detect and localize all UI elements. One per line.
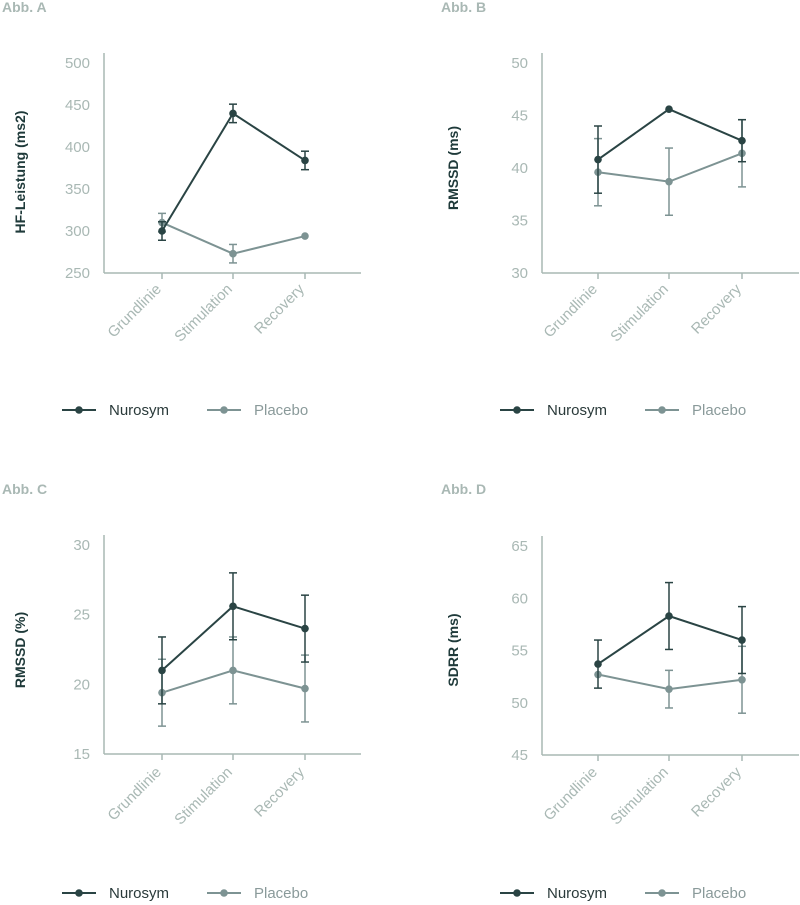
legend-label-nurosym: Nurosym	[547, 402, 607, 419]
legend: Nurosym Placebo	[62, 885, 308, 902]
y-tick-label: 30	[73, 537, 90, 554]
legend-marker-nurosym	[513, 889, 521, 897]
x-tick-label-stimulation: Stimulation	[171, 281, 235, 345]
legend-label-placebo: Placebo	[692, 885, 746, 902]
legend-label-placebo: Placebo	[692, 402, 746, 419]
x-tick-label-recovery: Recovery	[251, 280, 308, 337]
y-axis-title: RMSSD (%)	[12, 612, 28, 688]
legend: Nurosym Placebo	[62, 402, 308, 419]
panel-label: Abb. A	[2, 0, 47, 15]
legend-label-nurosym: Nurosym	[109, 402, 169, 419]
data-point-placebo	[229, 666, 237, 675]
legend-marker-nurosym	[75, 406, 83, 414]
y-tick-label: 50	[511, 55, 528, 72]
x-tick-label-recovery: Recovery	[251, 763, 308, 820]
data-point-nurosym	[594, 660, 602, 668]
y-tick-label: 350	[65, 181, 90, 198]
y-tick-label: 400	[65, 139, 90, 156]
y-tick-label: 300	[65, 223, 90, 240]
series-line-nurosym	[597, 614, 743, 665]
chart-panel-3: Abb. C 15 20 25 30 Grundlinie Stimulation Recov…	[2, 481, 361, 902]
data-point-nurosym	[158, 227, 166, 235]
data-point-nurosym	[229, 109, 237, 118]
x-tick-label-grundlinie: Grundlinie	[104, 764, 164, 824]
data-point-placebo	[301, 232, 309, 240]
y-tick-label: 60	[511, 590, 528, 607]
legend-marker-placebo	[658, 889, 666, 897]
y-tick-label: 20	[73, 676, 90, 693]
data-point-nurosym	[738, 636, 746, 644]
legend-marker-nurosym	[75, 889, 83, 897]
data-point-placebo	[665, 685, 673, 693]
y-tick-label: 35	[511, 213, 528, 230]
y-tick-label: 25	[73, 607, 90, 624]
data-point-nurosym	[301, 156, 309, 165]
x-tick-label-stimulation: Stimulation	[171, 764, 235, 828]
x-tick-label-grundlinie: Grundlinie	[104, 281, 164, 341]
legend-marker-placebo	[220, 406, 228, 414]
legend-marker-placebo	[658, 406, 666, 414]
data-point-nurosym	[665, 612, 673, 620]
legend-label-nurosym: Nurosym	[547, 885, 607, 902]
y-axis-title: HF-Leistung (ms2)	[12, 111, 28, 234]
data-point-nurosym	[594, 155, 602, 164]
series-line-placebo	[597, 152, 743, 183]
y-tick-label: 45	[511, 108, 528, 125]
y-tick-label: 65	[511, 538, 528, 555]
legend-marker-placebo	[220, 889, 228, 897]
data-point-nurosym	[738, 136, 746, 145]
data-point-placebo	[665, 177, 673, 186]
legend-label-nurosym: Nurosym	[109, 885, 169, 902]
series-line-nurosym	[597, 108, 743, 161]
data-point-nurosym	[158, 666, 166, 675]
data-point-nurosym	[229, 602, 237, 611]
panel-label: Abb. C	[2, 481, 47, 497]
y-tick-label: 55	[511, 643, 528, 660]
data-point-placebo	[301, 684, 309, 693]
chart-panel-2: Abb. B 30 35 40 45 50 Grundlinie Stimulation Rec…	[441, 0, 799, 419]
legend-label-placebo: Placebo	[254, 885, 308, 902]
y-tick-label: 50	[511, 695, 528, 712]
series-line-nurosym	[161, 111, 306, 232]
data-point-nurosym	[665, 105, 673, 113]
y-tick-label: 15	[73, 746, 90, 763]
data-point-placebo	[229, 249, 237, 258]
data-point-nurosym	[301, 624, 309, 633]
y-axis-title: RMSSD (ms)	[445, 126, 461, 210]
legend: Nurosym Placebo	[500, 402, 746, 419]
y-axis-title: SDRR (ms)	[445, 613, 461, 686]
x-tick-label-grundlinie: Grundlinie	[540, 281, 600, 341]
legend-marker-nurosym	[513, 406, 521, 414]
x-tick-label-stimulation: Stimulation	[607, 281, 671, 345]
chart-panel-1: Abb. A 250 300 350 400 450 500 Grundlinie Stimul…	[2, 0, 361, 419]
panel-label: Abb. B	[441, 0, 486, 15]
y-tick-label: 45	[511, 747, 528, 764]
y-tick-label: 30	[511, 265, 528, 282]
panel-label: Abb. D	[441, 481, 486, 497]
legend: Nurosym Placebo	[500, 885, 746, 902]
y-tick-label: 40	[511, 160, 528, 177]
y-tick-label: 500	[65, 55, 90, 72]
x-tick-label-stimulation: Stimulation	[607, 764, 671, 828]
y-tick-label: 450	[65, 97, 90, 114]
chart-panel-4: Abb. D 45 50 55 60 65 Grundlinie Stimulation Rec…	[441, 481, 799, 902]
legend-label-placebo: Placebo	[254, 402, 308, 419]
y-tick-label: 250	[65, 265, 90, 282]
x-tick-label-recovery: Recovery	[688, 763, 745, 820]
x-tick-label-grundlinie: Grundlinie	[540, 764, 600, 824]
data-point-placebo	[738, 675, 746, 684]
x-tick-label-recovery: Recovery	[688, 280, 745, 337]
